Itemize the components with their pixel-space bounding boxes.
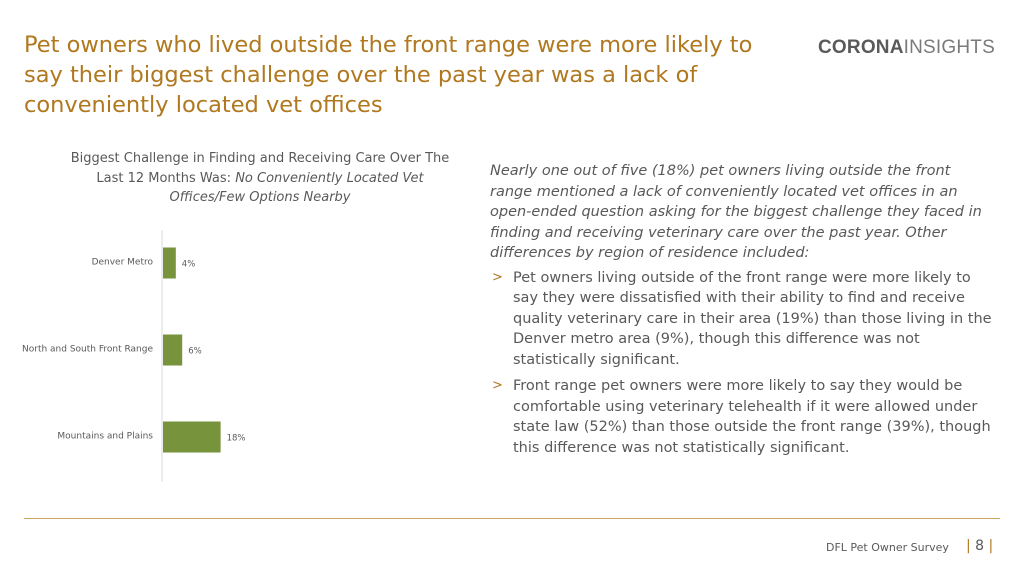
findings-list: > Pet owners living outside of the front …: [490, 268, 995, 459]
logo-bold: CORONA: [818, 37, 904, 58]
slide-title: Pet owners who lived outside the front r…: [24, 30, 784, 120]
category-label: North and South Front Range: [22, 345, 153, 355]
finding-item: > Pet owners living outside of the front …: [490, 268, 995, 371]
bar: [163, 335, 182, 366]
category-label: Denver Metro: [92, 258, 154, 268]
bar: [163, 248, 176, 279]
data-label: 6%: [188, 347, 202, 357]
bullet-arrow-icon: >: [492, 268, 503, 289]
bullet-arrow-icon: >: [492, 376, 503, 397]
corona-insights-logo: CORONAINSIGHTS: [818, 37, 995, 59]
finding-text: Pet owners living outside of the front r…: [513, 270, 992, 368]
footer-label: DFL Pet Owner Survey: [826, 541, 949, 554]
page-number: | 8 |: [966, 538, 993, 554]
findings-notes: Nearly one out of five (18%) pet owners …: [490, 161, 995, 464]
logo-light: INSIGHTS: [904, 37, 995, 58]
footer-divider: [24, 518, 1000, 519]
notes-intro: Nearly one out of five (18%) pet owners …: [490, 161, 995, 264]
bar: [163, 422, 221, 453]
finding-item: > Front range pet owners were more likely…: [490, 376, 995, 458]
chart-title: Biggest Challenge in Finding and Receivi…: [60, 149, 460, 208]
finding-text: Front range pet owners were more likely …: [513, 378, 991, 456]
bar-chart: Denver Metro 4% North and South Front Rang…: [0, 230, 470, 490]
data-label: 18%: [227, 434, 246, 444]
page-number-value: 8: [975, 538, 984, 554]
data-label: 4%: [182, 260, 196, 270]
category-label: Mountains and Plains: [57, 432, 153, 442]
